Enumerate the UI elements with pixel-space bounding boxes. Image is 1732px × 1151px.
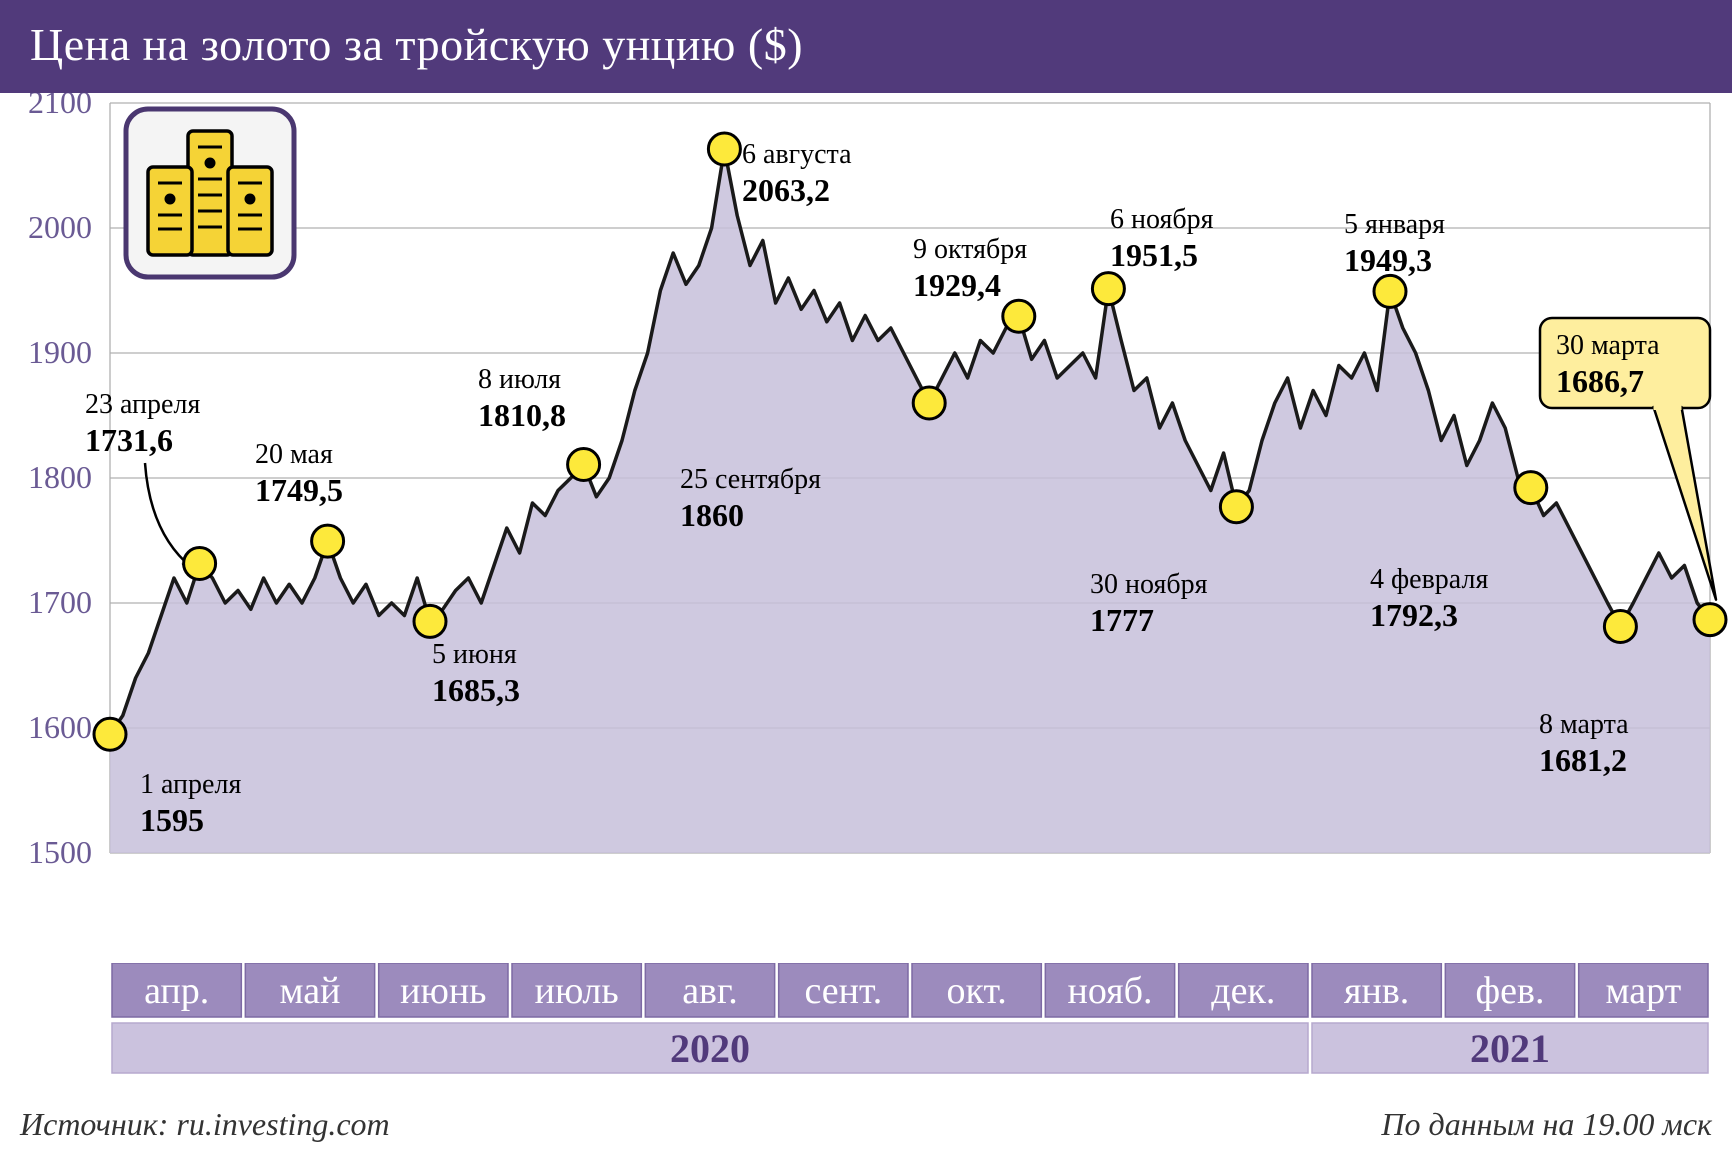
chart-figure: Цена на золото за тройскую унцию ($) 150… — [0, 0, 1732, 1135]
svg-text:8 июля: 8 июля — [478, 364, 561, 395]
svg-text:1860: 1860 — [680, 497, 744, 533]
svg-text:июль: июль — [535, 970, 619, 1012]
svg-text:1600: 1600 — [28, 709, 92, 745]
svg-text:апр.: апр. — [144, 970, 209, 1012]
svg-text:4 февраля: 4 февраля — [1370, 564, 1488, 595]
svg-text:1 апреля: 1 апреля — [140, 769, 241, 800]
svg-text:20 мая: 20 мая — [255, 439, 333, 470]
svg-text:30 ноября: 30 ноября — [1090, 569, 1208, 600]
gold-bars-icon — [120, 103, 300, 283]
svg-text:2000: 2000 — [28, 209, 92, 245]
svg-text:1800: 1800 — [28, 459, 92, 495]
chart-footer: Источник: ru.investing.com По данным на … — [0, 1098, 1732, 1151]
chart-title: Цена на золото за тройскую унцию ($) — [30, 18, 1702, 71]
svg-text:1810,8: 1810,8 — [478, 397, 566, 433]
chart-plot-area: 1500 1600 1700 1800 1900 2000 2100 1 апреля1595… — [0, 93, 1732, 963]
svg-text:25 сентября: 25 сентября — [680, 464, 821, 495]
title-bar: Цена на золото за тройскую унцию ($) — [0, 0, 1732, 93]
svg-text:2063,2: 2063,2 — [742, 172, 830, 208]
svg-text:1685,3: 1685,3 — [432, 672, 520, 708]
svg-text:1900: 1900 — [28, 334, 92, 370]
svg-text:1949,3: 1949,3 — [1344, 242, 1432, 278]
month-year-axis: апр. май июнь июль авг. сент. окт. нояб. дек. янв… — [0, 963, 1732, 1093]
source-label: Источник: ru.investing.com — [20, 1106, 390, 1143]
svg-text:2021: 2021 — [1470, 1026, 1550, 1071]
svg-text:нояб.: нояб. — [1068, 970, 1153, 1012]
svg-text:9 октября: 9 октября — [913, 234, 1027, 265]
svg-text:30 марта: 30 марта — [1556, 330, 1660, 361]
svg-text:сент.: сент. — [804, 970, 882, 1012]
svg-text:6 ноября: 6 ноября — [1110, 204, 1214, 235]
svg-text:1929,4: 1929,4 — [913, 267, 1001, 303]
svg-text:июнь: июнь — [400, 970, 486, 1012]
svg-text:1792,3: 1792,3 — [1370, 597, 1458, 633]
svg-text:март: март — [1605, 970, 1681, 1012]
svg-text:янв.: янв. — [1344, 970, 1409, 1012]
svg-text:1951,5: 1951,5 — [1110, 237, 1198, 273]
svg-text:1777: 1777 — [1090, 602, 1154, 638]
svg-text:дек.: дек. — [1211, 970, 1275, 1012]
svg-text:май: май — [280, 970, 341, 1012]
svg-text:1749,5: 1749,5 — [255, 472, 343, 508]
svg-text:8 марта: 8 марта — [1539, 709, 1629, 740]
svg-text:1686,7: 1686,7 — [1556, 363, 1644, 399]
as-of-label: По данным на 19.00 мск — [1381, 1106, 1712, 1143]
svg-text:окт.: окт. — [947, 970, 1007, 1012]
svg-text:1595: 1595 — [140, 802, 204, 838]
svg-text:фев.: фев. — [1476, 970, 1545, 1012]
svg-text:5 июня: 5 июня — [432, 639, 517, 670]
svg-text:1731,6: 1731,6 — [85, 422, 173, 458]
svg-text:6 августа: 6 августа — [742, 139, 852, 170]
svg-text:2020: 2020 — [670, 1026, 750, 1071]
svg-text:1681,2: 1681,2 — [1539, 742, 1627, 778]
svg-text:23 апреля: 23 апреля — [85, 389, 200, 420]
svg-text:авг.: авг. — [682, 970, 738, 1012]
svg-text:5 января: 5 января — [1344, 209, 1445, 240]
svg-text:2100: 2100 — [28, 93, 92, 120]
svg-text:1500: 1500 — [28, 834, 92, 870]
svg-text:1700: 1700 — [28, 584, 92, 620]
